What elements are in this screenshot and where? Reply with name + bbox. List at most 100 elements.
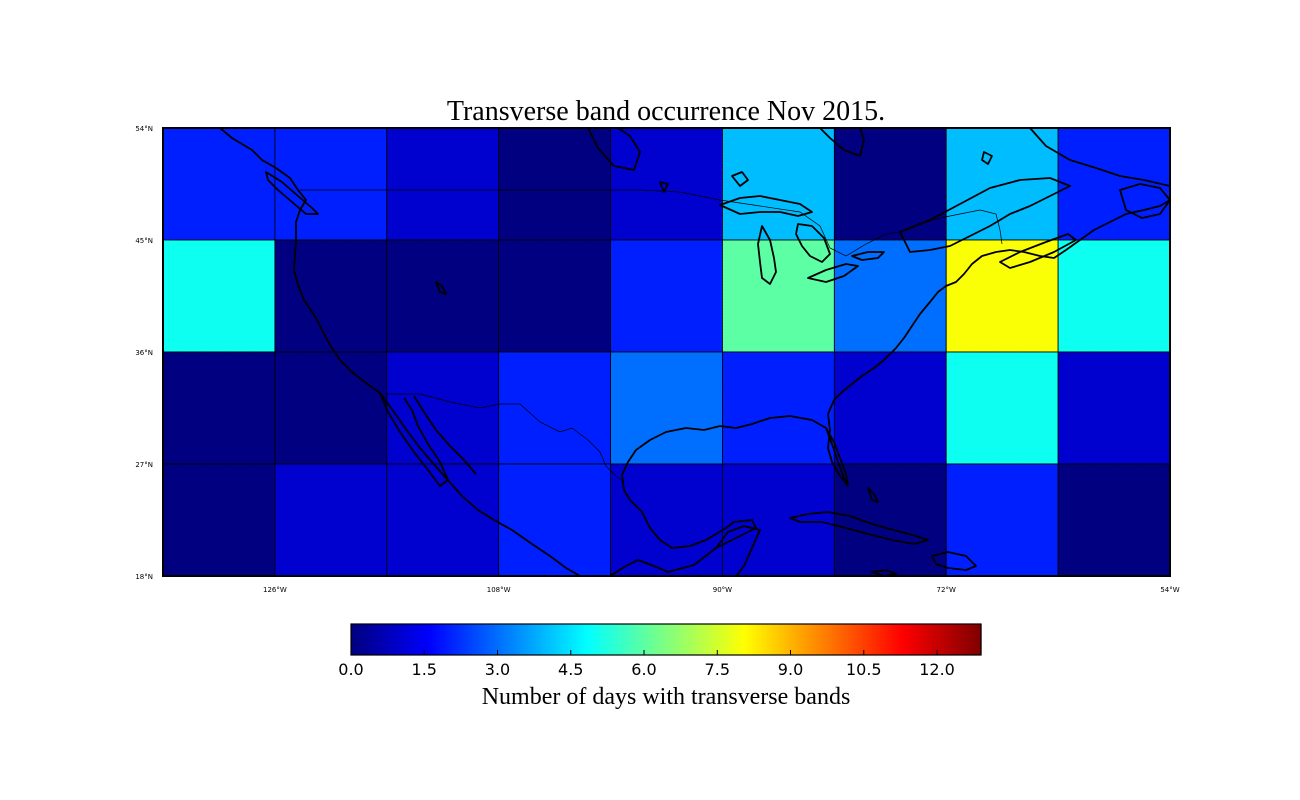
colorbar-segment [675,624,679,655]
colorbar-segment [966,624,970,655]
colorbar-segment [658,624,662,655]
colorbar-segment [358,624,362,655]
heatmap-cell [610,463,723,577]
chart-title: Transverse band occurrence Nov 2015. [447,96,885,127]
colorbar-segment [545,624,549,655]
colorbar-segment [584,624,588,655]
colorbar-segment [368,624,372,655]
heatmap-cell [945,463,1059,577]
border-us-mexico [386,393,625,483]
colorbar-segment [407,624,411,655]
colorbar-segment [471,624,475,655]
colorbar-segment [555,624,559,655]
colorbar-segment [653,624,657,655]
colorbar-segment [663,624,667,655]
heatmap-cell [1057,463,1171,577]
colorbar-segment [397,624,401,655]
colorbar-segment [515,624,519,655]
colorbar-segment [449,624,453,655]
colorbar-segment [599,624,603,655]
colorbar-segment [825,624,830,655]
colorbar-segment [444,624,448,655]
colorbar-segment [680,624,684,655]
colorbar-segment [818,624,822,655]
colorbar-tick-label: 12.0 [919,660,955,679]
colorbar-label: Number of days with transverse bands [482,684,851,710]
colorbar-segment [784,624,788,655]
colorbar-segment [414,624,419,655]
colorbar-segment [961,624,965,655]
colorbar-segment [722,624,726,655]
colorbar-segment [429,624,433,655]
colorbar-segment [875,624,879,655]
colorbar-segment [392,624,396,655]
colorbar-segment [702,624,706,655]
colorbar-segment [953,624,957,655]
island-2 [867,487,879,503]
colorbar-segment [803,624,807,655]
colorbar-segment [720,624,724,655]
colorbar-segment [862,624,866,655]
colorbar-segment [574,624,579,655]
colorbar-segment [597,624,601,655]
colorbar-segment [382,624,387,655]
longitude-tick-label: 90°W [713,586,732,594]
longitude-tick-label: 126°W [263,586,287,594]
colorbar-segment [459,624,463,655]
colorbar-tick-label: 3.0 [485,660,510,679]
coastlines [219,128,1170,576]
colorbar-segment [882,624,886,655]
colorbar-segment [518,624,522,655]
colorbar-segment [656,624,660,655]
colorbar-segment [363,624,367,655]
colorbar-segment [582,624,586,655]
colorbar-segment [410,624,414,655]
colorbar-segment [446,624,451,655]
colorbar-segment [774,624,778,655]
colorbar-tick-label: 9.0 [778,660,803,679]
colorbar-segment [690,624,694,655]
lake-ontario [851,251,885,261]
colorbar-segment [823,624,827,655]
colorbar-segment [614,624,618,655]
map-frame [162,127,1171,577]
colorbar-segment [540,624,544,655]
colorbar-segment [439,624,443,655]
colorbar-segment [626,624,630,655]
coastline-labrador [1029,128,1170,187]
coastline-gulf-of-california [413,395,477,475]
colorbar-segment [498,624,502,655]
colorbar-segment [771,624,775,655]
heatmap-cell [498,351,611,465]
colorbar-segment [523,624,527,655]
heatmap-cell [945,351,1059,465]
colorbar-segment [968,624,972,655]
colorbar-segment [565,624,569,655]
colorbar-segment [488,624,492,655]
colorbar-segment [904,624,908,655]
colorbar-segment [609,624,613,655]
colorbar-segment [840,624,844,655]
heatmap-cell [833,351,947,465]
colorbar-segment [811,624,815,655]
colorbar-segment [958,624,962,655]
colorbar-segment [796,624,800,655]
lake-huron [795,223,831,263]
colorbar-segment [833,624,837,655]
colorbar-segment [872,624,876,655]
heatmap-cell [386,239,500,353]
heatmap-cell [833,463,947,577]
island-3 [981,151,993,165]
latitude-tick-label: 54°N [135,125,153,133]
colorbar-segment [506,624,510,655]
colorbar-segment [816,624,820,655]
colorbar-segment [835,624,839,655]
colorbar-segment [636,624,640,655]
island-5 [659,181,669,193]
colorbar-segment [843,624,847,655]
colorbar-segment [395,624,399,655]
colorbar-segment [951,624,955,655]
colorbar-segment [535,624,539,655]
colorbar-segment [978,624,982,655]
colorbar-segment [621,624,625,655]
